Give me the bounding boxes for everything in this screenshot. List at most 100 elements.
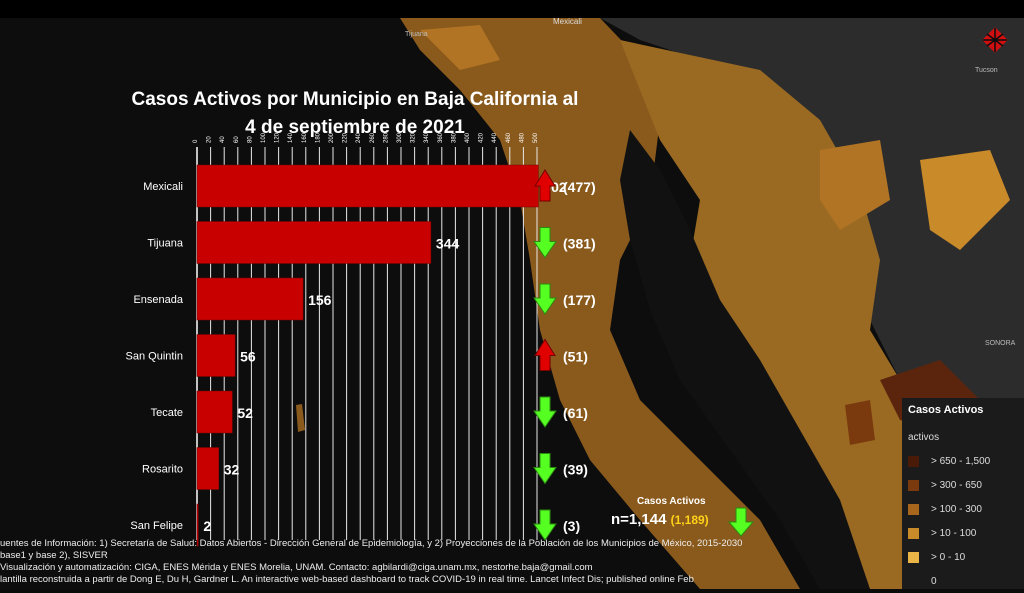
x-tick-label: 400 [465,132,471,143]
chart-title-line2: 4 de septiembre de 2021 [245,117,465,138]
up-arrow-icon [534,169,556,202]
top-bar [0,0,1024,18]
x-tick-label: 360 [438,132,444,143]
total-value: n=1,144 [611,511,667,528]
legend-item: > 300 - 650 [908,473,1024,497]
x-tick-label: 420 [479,132,485,143]
up-arrow-icon [534,338,556,371]
previous-value-label: (477) [563,179,596,195]
category-label: Rosarito [142,464,183,476]
legend-swatch [908,551,919,563]
chart-title: Casos Activos por Municipio en Baja Cali… [95,86,615,142]
legend-item: > 650 - 1,500 [908,449,1024,473]
category-label: Mexicali [143,181,183,193]
x-tick-label: 0 [193,139,199,143]
total-cases: Casos Activos n=1,144 (1,189) [611,496,709,528]
bar-san-felipe [196,503,199,547]
category-label: Tecate [151,407,183,419]
legend-label: > 650 - 1,500 [931,455,991,467]
down-arrow-icon [533,453,557,485]
value-label: 2 [203,518,211,534]
previous-value-label: (51) [563,349,588,365]
legend-label: 0 [931,575,937,587]
map-label-mexicali: Mexicali [553,17,582,26]
value-label: 52 [237,405,253,421]
x-tick-label: 260 [370,132,376,143]
bar-ensenada [196,277,304,321]
x-tick-label: 160 [302,132,308,143]
x-tick-label: 380 [451,132,457,143]
footer-line: base1 y base 2), SISVER [0,550,108,561]
previous-value-label: (39) [563,462,588,478]
footer-line: lantilla reconstruida a partir de Dong E… [0,574,694,585]
category-label: San Quintin [126,351,183,363]
map-label-tucson: Tucson [975,67,998,74]
value-label: 344 [436,236,460,252]
x-tick-label: 340 [424,132,430,143]
x-tick-label: 460 [506,132,512,143]
x-tick-label: 280 [383,132,389,143]
legend-subtitle: activos [908,432,940,443]
x-tick-label: 80 [247,136,253,143]
logo-icon [982,27,1008,53]
x-tick-label: 20 [207,136,213,143]
footer-line: Visualización y automatización: CIGA, EN… [0,562,593,573]
legend-label: > 10 - 100 [931,527,977,539]
x-tick-label: 320 [411,132,417,143]
total-label: Casos Activos [637,496,706,507]
bar-san-quintin [196,334,236,377]
legend-title: Casos Activos [908,404,984,416]
down-arrow-icon [533,509,557,541]
value-label: 156 [308,292,332,308]
x-tick-label: 220 [343,132,349,143]
x-tick-label: 500 [533,132,539,143]
bar-tijuana [196,221,432,264]
legend-swatch [908,455,919,467]
footer-line: uentes de Información: 1) Secretaría de … [0,538,743,549]
category-label: San Felipe [130,520,183,532]
x-tick-label: 140 [288,132,294,143]
total-down-arrow-icon [728,507,754,537]
total-value-row: n=1,144 (1,189) [611,511,709,528]
chart-title-line1: Casos Activos por Municipio en Baja Cali… [131,89,579,110]
x-tick-label: 60 [234,136,240,143]
x-tick-label: 240 [356,132,362,143]
x-tick-label: 40 [220,136,226,143]
down-arrow-icon [533,396,557,428]
x-tick-label: 180 [315,132,321,143]
down-arrow-icon [533,227,557,259]
bar-mexicali [196,164,539,208]
previous-value-label: (381) [563,236,596,252]
legend-item: 0 [908,569,1024,593]
legend-item: > 100 - 300 [908,497,1024,521]
map-label-sonora: SONORA [985,340,1016,347]
legend-item: > 10 - 100 [908,521,1024,545]
legend-panel: Casos Activos activos > 650 - 1,500 > 300… [902,398,1024,589]
value-label: 56 [240,349,256,365]
legend-swatch [908,575,919,587]
legend-label: > 300 - 650 [931,479,982,491]
sources-footer: uentes de Información: 1) Secretaría de … [0,538,800,586]
value-label: 32 [224,462,240,478]
x-tick-label: 300 [397,132,403,143]
category-label: Ensenada [133,294,183,306]
down-arrow-icon [533,283,557,315]
bar-rosarito [196,447,220,490]
category-label: Tijuana [147,238,184,250]
legend-item: > 0 - 10 [908,545,1024,569]
x-tick-label: 440 [492,132,498,143]
legend-swatch [908,479,919,491]
x-tick-label: 120 [275,132,281,143]
x-tick-label: 480 [519,132,525,143]
legend-label: > 0 - 10 [931,551,966,563]
previous-value-label: (177) [563,292,596,308]
x-tick-label: 100 [261,132,267,143]
previous-value-label: (61) [563,405,588,421]
total-previous: (1,189) [670,513,709,527]
map-label-tijuana: Tijuana [405,31,428,38]
x-tick-label: 200 [329,132,335,143]
legend-label: > 100 - 300 [931,503,982,515]
bar-tecate [196,390,233,434]
